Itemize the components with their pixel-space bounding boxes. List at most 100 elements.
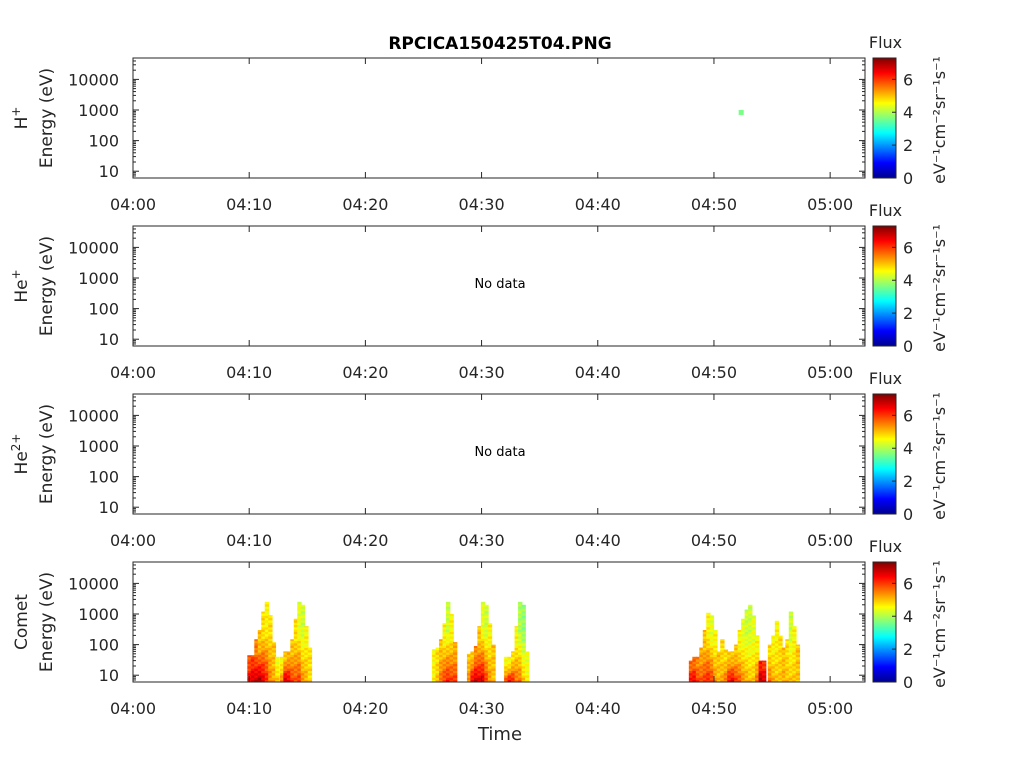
- data-cell: [748, 649, 753, 653]
- data-cell: [713, 642, 718, 646]
- data-cell: [264, 608, 270, 612]
- data-cell: [446, 665, 451, 669]
- data-cell: [487, 631, 493, 635]
- data-cell: [477, 670, 482, 674]
- data-cell: [744, 672, 749, 676]
- data-cell: [473, 661, 479, 665]
- data-cell: [473, 677, 479, 681]
- data-cell: [692, 677, 697, 681]
- data-cell: [762, 660, 767, 662]
- data-cell: [275, 665, 280, 669]
- data-cell: [254, 659, 259, 662]
- data-cell: [293, 629, 299, 632]
- data-cell: [446, 617, 451, 621]
- data-cell: [297, 668, 302, 671]
- data-cell: [525, 670, 530, 674]
- data-cell: [300, 626, 306, 630]
- data-cell: [304, 645, 309, 648]
- data-cell: [518, 603, 523, 607]
- data-cell: [702, 672, 708, 676]
- data-cell: [268, 656, 273, 660]
- data-cell: [755, 665, 760, 669]
- data-cell: [304, 659, 309, 662]
- data-cell: [446, 624, 451, 628]
- data-cell: [737, 647, 742, 651]
- data-cell: [709, 647, 715, 651]
- data-cell: [247, 661, 252, 665]
- data-cell: [484, 661, 489, 665]
- data-cell: [446, 659, 451, 662]
- data-cell: [487, 636, 493, 639]
- data-cell: [473, 668, 479, 671]
- data-cell: [521, 613, 526, 616]
- data-cell: [254, 642, 259, 646]
- data-cell: [290, 665, 295, 669]
- data-cell: [518, 675, 523, 678]
- data-cell: [755, 679, 760, 683]
- data-cell: [442, 672, 447, 676]
- data-cell: [695, 656, 701, 660]
- data-cell: [477, 661, 482, 665]
- data-cell: [748, 640, 753, 644]
- data-cell: [439, 672, 444, 676]
- data-cell: [304, 665, 309, 669]
- data-cell: [751, 622, 756, 626]
- data-cell: [785, 672, 790, 676]
- data-cell: [484, 672, 489, 676]
- data-cell: [720, 642, 725, 646]
- data-cell: [702, 656, 708, 660]
- data-cell: [435, 665, 440, 669]
- data-cell: [720, 654, 725, 658]
- data-cell: [514, 665, 519, 669]
- data-cell: [271, 647, 277, 651]
- data-cell: [484, 617, 489, 621]
- data-cell: [439, 640, 444, 644]
- data-cell: [446, 675, 451, 678]
- data-cell: [435, 663, 440, 667]
- data-cell: [774, 672, 780, 676]
- data-cell: [261, 652, 266, 655]
- data-cell: [709, 670, 715, 674]
- data-cell: [491, 675, 496, 678]
- data-cell: [699, 661, 704, 665]
- data-cell: [254, 675, 259, 678]
- x-tick-label: 04:30: [459, 699, 505, 718]
- data-cell: [247, 670, 252, 674]
- data-cell: [442, 663, 447, 667]
- data-cell: [432, 679, 437, 683]
- data-cell: [511, 670, 516, 674]
- data-cell: [484, 679, 489, 683]
- data-cell: [477, 672, 482, 676]
- colorbar-tick-label: 2: [903, 304, 913, 323]
- data-cell: [748, 631, 753, 635]
- data-cell: [706, 620, 711, 623]
- data-cell: [751, 672, 756, 676]
- data-cell: [254, 639, 259, 642]
- data-cell: [723, 679, 729, 683]
- data-cell: [275, 672, 280, 676]
- data-cell: [264, 603, 270, 607]
- data-cell: [792, 626, 797, 628]
- data-cell: [737, 652, 742, 655]
- data-cell: [257, 633, 263, 637]
- data-cell: [744, 624, 749, 628]
- data-cell: [514, 654, 519, 658]
- data-cell: [261, 638, 266, 642]
- data-cell: [720, 659, 725, 662]
- data-cell: [473, 665, 479, 669]
- data-cell: [692, 659, 697, 662]
- data-cell: [751, 615, 756, 619]
- data-cell: [734, 647, 739, 651]
- data-cell: [514, 626, 519, 628]
- data-cell: [518, 661, 523, 665]
- data-cell: [254, 656, 259, 660]
- data-cell: [751, 629, 756, 632]
- data-cell: [702, 649, 708, 653]
- data-cell: [751, 670, 756, 674]
- data-cell: [271, 668, 277, 671]
- data-cell: [477, 626, 482, 630]
- data-cell: [781, 649, 787, 653]
- data-cell: [771, 663, 776, 667]
- data-cell: [466, 663, 472, 667]
- data-cell: [477, 636, 482, 639]
